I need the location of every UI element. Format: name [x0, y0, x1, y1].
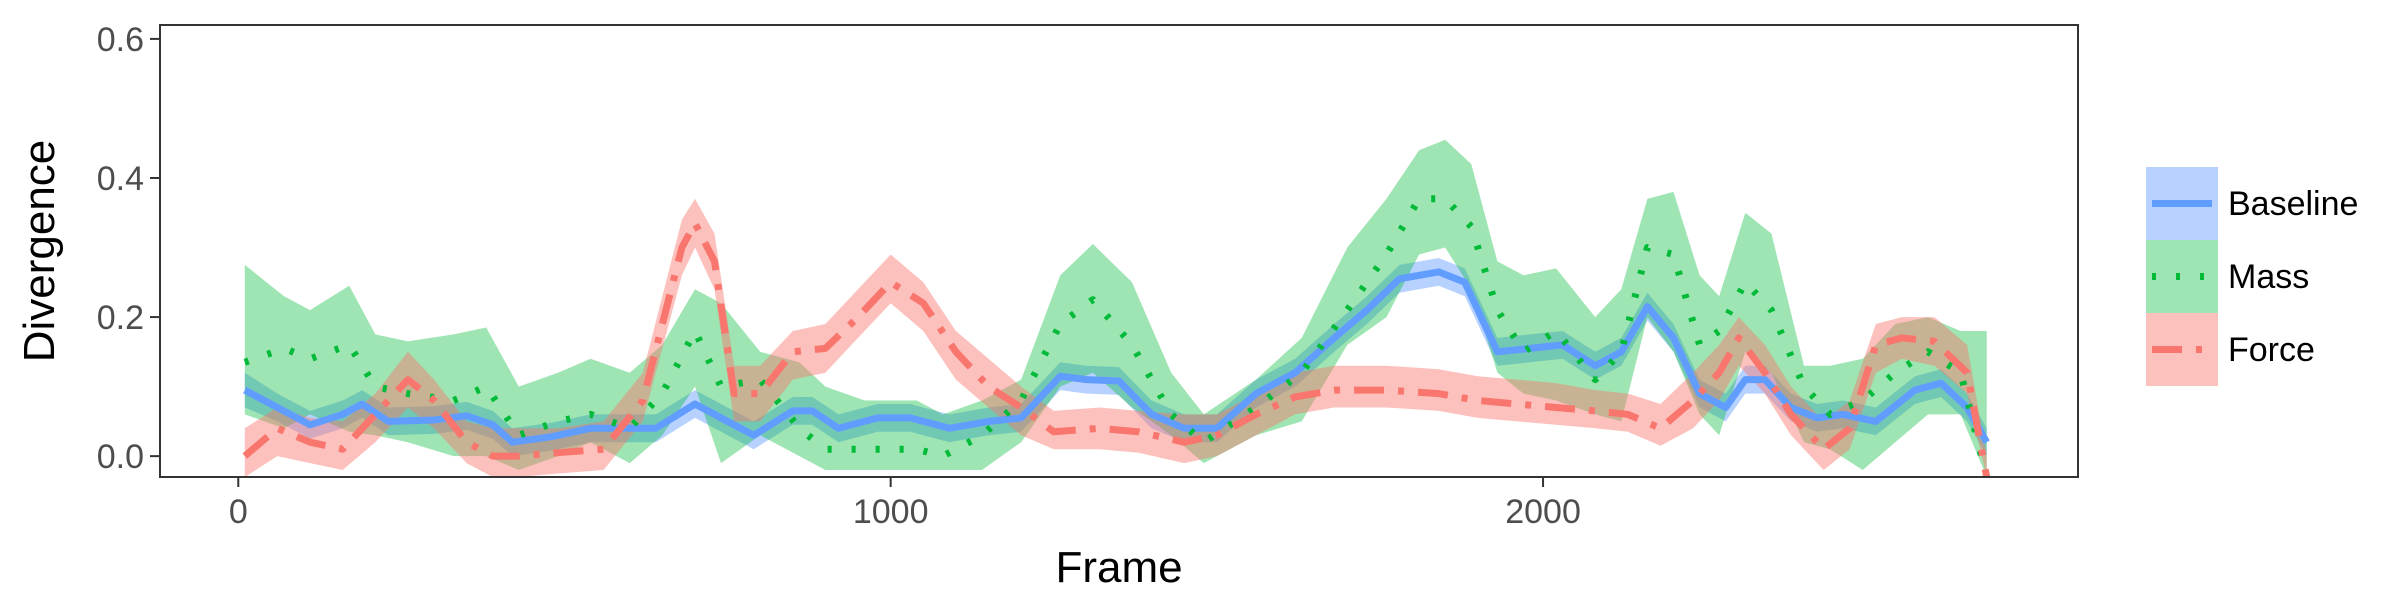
x-axis: 0 1000 2000 — [229, 477, 1581, 531]
legend-key-force — [2146, 313, 2218, 386]
y-tick-label: 0.2 — [97, 299, 144, 337]
mass-line — [243, 195, 1991, 477]
force-line — [242, 219, 1991, 477]
x-tick-label: 0 — [229, 493, 248, 531]
legend-label-mass: Mass — [2228, 258, 2309, 296]
y-tick-label: 0.6 — [97, 21, 144, 59]
legend-label-baseline: Baseline — [2228, 185, 2358, 223]
y-tick-label: 0.4 — [97, 160, 144, 198]
legend: Baseline Mass Force — [2146, 167, 2358, 386]
x-tick-label: 1000 — [853, 493, 929, 531]
y-axis: 0.0 0.2 0.4 0.6 — [97, 21, 160, 476]
y-tick-label: 0.0 — [97, 438, 144, 476]
baseline-line — [243, 268, 1990, 446]
legend-label-force: Force — [2228, 331, 2315, 369]
series-lines — [242, 195, 1991, 477]
plot-panel — [159, 24, 2079, 478]
mass-ribbon — [244, 139, 1987, 477]
legend-key-mass — [2146, 240, 2218, 313]
x-tick-label: 2000 — [1505, 493, 1581, 531]
x-axis-title: Frame — [1055, 543, 1182, 592]
baseline-ribbon — [244, 258, 1987, 457]
y-axis-title: Divergence — [15, 140, 64, 363]
legend-key-baseline — [2146, 167, 2218, 240]
panel-border — [159, 24, 2079, 478]
